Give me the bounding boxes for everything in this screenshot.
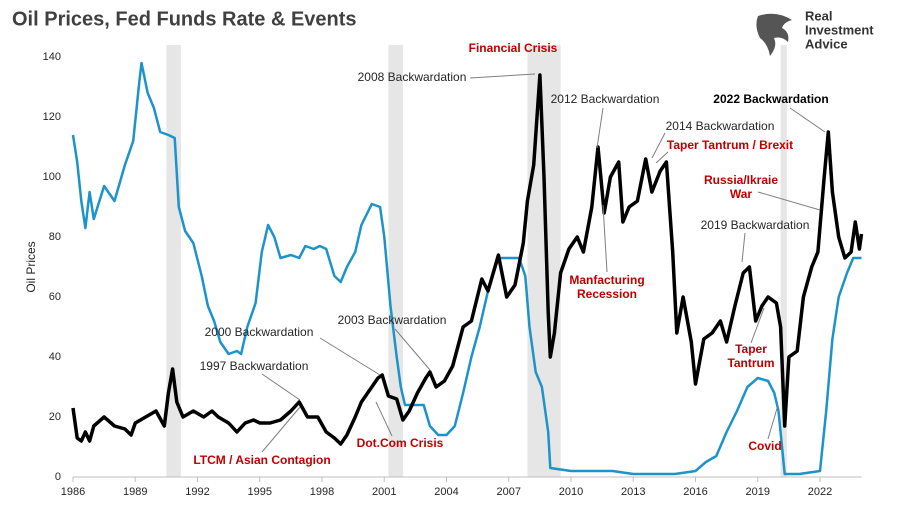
annotation: 2022 Backwardation: [713, 92, 828, 106]
annotation: Russia/Ikraie: [704, 173, 778, 187]
chart-title: Oil Prices, Fed Funds Rate & Events: [12, 8, 357, 30]
y-tick-label: 120: [43, 111, 61, 123]
annotation: Manfacturing: [569, 273, 644, 287]
annotation-arrow: [319, 337, 381, 376]
annotation: Recession: [577, 287, 637, 301]
x-tick-label: 2016: [683, 486, 707, 498]
annotation: Financial Crisis: [469, 41, 558, 55]
annotation: Dot.Com Crisis: [357, 436, 444, 450]
y-tick-label: 140: [43, 51, 61, 63]
annotation-arrow: [375, 401, 393, 437]
annotation: 2012 Backwardation: [551, 92, 660, 106]
x-tick-label: 1989: [123, 486, 147, 498]
annotation: 2014 Backwardation: [666, 119, 775, 133]
annotation: 2019 Backwardation: [701, 218, 810, 232]
y-tick-label: 40: [49, 351, 61, 363]
x-tick-label: 1992: [185, 486, 209, 498]
logo-icon: [756, 13, 792, 56]
annotation-arrow: [602, 204, 608, 273]
y-tick-label: 20: [49, 411, 61, 423]
x-tick-label: 2013: [621, 486, 645, 498]
y-tick-label: 0: [55, 471, 61, 483]
x-tick-label: 1986: [61, 486, 85, 498]
x-tick-label: 2001: [372, 486, 396, 498]
annotation: 2000 Backwardation: [205, 325, 314, 339]
logo-text: Investment: [805, 22, 874, 37]
annotation: Taper: [735, 342, 767, 356]
annotation-arrow: [394, 328, 431, 371]
annotation-arrow: [261, 373, 301, 401]
series-line: [71, 73, 864, 446]
y-tick-label: 80: [49, 231, 61, 243]
annotation: 2003 Backwardation: [338, 313, 447, 327]
recession-band: [166, 45, 181, 477]
annotation-arrow: [741, 232, 746, 263]
annotation-arrow: [767, 404, 779, 440]
x-tick-label: 2010: [559, 486, 583, 498]
logo: Real Investment Advice: [756, 8, 874, 56]
annotation: War: [730, 187, 753, 201]
annotation: Tantrum: [727, 356, 774, 370]
y-axis-label: Oil Prices: [24, 241, 38, 292]
y-tick-label: 60: [49, 291, 61, 303]
x-tick-label: 2004: [434, 486, 458, 498]
y-tick-label: 100: [43, 171, 61, 183]
annotation-arrow: [655, 151, 669, 164]
x-tick-label: 2019: [746, 486, 770, 498]
x-tick-label: 1998: [310, 486, 334, 498]
logo-text: Advice: [805, 36, 848, 51]
annotation: 2008 Backwardation: [358, 70, 467, 84]
recession-band: [527, 45, 561, 477]
x-tick-label: 2007: [497, 486, 521, 498]
annotation-arrow: [651, 132, 666, 159]
annotation-arrow: [469, 73, 536, 79]
logo-text: Real: [805, 8, 832, 23]
series-line: [71, 61, 862, 476]
annotation-arrow: [596, 107, 604, 149]
annotation-arrow: [757, 191, 821, 211]
recession-band: [780, 45, 787, 477]
annotation: 1997 Backwardation: [200, 359, 309, 373]
annotation: LTCM / Asian Contagion: [193, 453, 330, 467]
annotation: Taper Tantrum / Brexit: [667, 138, 793, 152]
x-tick-label: 1995: [248, 486, 272, 498]
annotation-arrow: [261, 406, 301, 453]
annotation: Covid: [748, 439, 781, 453]
x-tick-label: 2022: [808, 486, 832, 498]
annotation-arrow: [789, 107, 826, 133]
annotation-arrow: [750, 307, 765, 344]
